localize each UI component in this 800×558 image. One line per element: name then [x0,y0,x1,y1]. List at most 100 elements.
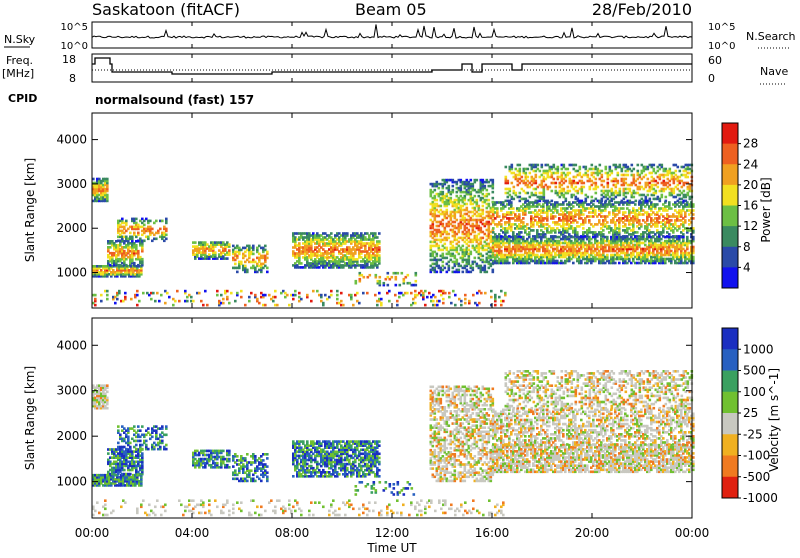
heatmap-cell [228,302,231,305]
heatmap-cell [450,197,453,200]
station-title: Saskatoon (fitACF) [92,0,240,19]
heatmap-cell [312,290,315,293]
heatmap-cell [505,176,508,179]
heatmap-cell [446,247,449,250]
heatmap-cell [154,300,157,303]
heatmap-cell [572,205,575,208]
heatmap-cell [172,304,175,307]
heatmap-cell [532,229,535,232]
heatmap-cell [395,284,398,287]
heatmap-cell [186,300,189,303]
heatmap-cell [456,259,459,262]
heatmap-cell [440,205,443,208]
heatmap-cell [624,223,627,226]
heatmap-cell [106,194,109,197]
heatmap-cell [634,203,637,206]
heatmap-cell [248,296,251,299]
heatmap-cell [633,196,636,199]
heatmap-cell [622,207,625,210]
heatmap-cell [258,302,261,305]
heatmap-cell [158,300,161,303]
heatmap-cell [151,228,154,231]
heatmap-cell [143,240,146,243]
heatmap-cell [240,261,243,264]
heatmap-cell [125,220,128,223]
heatmap-cell [551,190,554,193]
heatmap-cell [649,198,652,201]
heatmap-cell [492,269,495,272]
heatmap-cell [397,272,400,275]
heatmap-cell [606,221,609,224]
heatmap-cell [298,292,301,295]
heatmap-cell [216,294,219,297]
heatmap-cell [316,290,319,293]
heatmap-cell [454,255,457,258]
heatmap-cell [330,294,333,297]
heatmap-cell [572,262,575,265]
beam-title: Beam 05 [355,0,427,19]
heatmap-cell [106,290,109,293]
heatmap-cell [137,232,140,235]
noise-trace [92,25,692,41]
heatmap-cell [570,235,573,238]
heatmap-cell [300,298,303,301]
heatmap-cell [395,276,398,279]
heatmap-cell [294,294,297,297]
heatmap-cell [442,261,445,264]
heatmap-cell [607,182,610,185]
heatmap-cell [415,272,418,275]
heatmap-cell [306,294,309,297]
heatmap-cell [619,188,622,191]
heatmap-cell [254,294,257,297]
heatmap-cell [554,215,557,218]
heatmap-cell [527,192,530,195]
heatmap-cell [637,170,640,173]
heatmap-cell [675,170,678,173]
heatmap-cell [387,272,390,275]
heatmap-cell [252,253,255,256]
heatmap-cell [252,245,255,248]
heatmap-cell [165,228,168,231]
heatmap-cell [160,294,163,297]
heatmap-cell [124,296,127,299]
heatmap-cell [346,232,349,235]
heatmap-cell [509,188,512,191]
heatmap-cell [585,166,588,169]
noise-right-tick-top: 10^5 [708,22,735,33]
heatmap-cell [618,262,621,265]
heatmap-cell [496,207,499,210]
heatmap-cell [555,182,558,185]
heatmap-cell [458,253,461,256]
heatmap-cell [340,292,343,295]
heatmap-cell [244,265,247,268]
heatmap-cell [136,304,139,307]
heatmap-cell [482,237,485,240]
heatmap-cell [444,243,447,246]
heatmap-cell [640,223,643,226]
heatmap-cell [141,258,144,261]
heatmap-cell [638,219,641,222]
heatmap-cell [556,209,559,212]
heatmap-cell [336,294,339,297]
cpid-text: normalsound (fast) 157 [95,93,254,107]
heatmap-cell [627,174,630,177]
heatmap-cell [625,196,628,199]
heatmap-cell [653,168,656,171]
heatmap-cell [133,232,136,235]
heatmap-cell [625,178,628,181]
heatmap-cell [513,198,516,201]
heatmap-cell [415,284,418,287]
heatmap-cell [614,262,617,265]
heatmap-cell [595,192,598,195]
heatmap-cell [526,223,529,226]
heatmap-cell [230,292,233,295]
heatmap-cell [468,245,471,248]
heatmap-cell [133,262,136,265]
heatmap-cell [553,178,556,181]
heatmap-cell [155,238,158,241]
heatmap-cell [535,174,538,177]
heatmap-cell [200,300,203,303]
heatmap-cell [567,186,570,189]
heatmap-cell [683,190,686,193]
